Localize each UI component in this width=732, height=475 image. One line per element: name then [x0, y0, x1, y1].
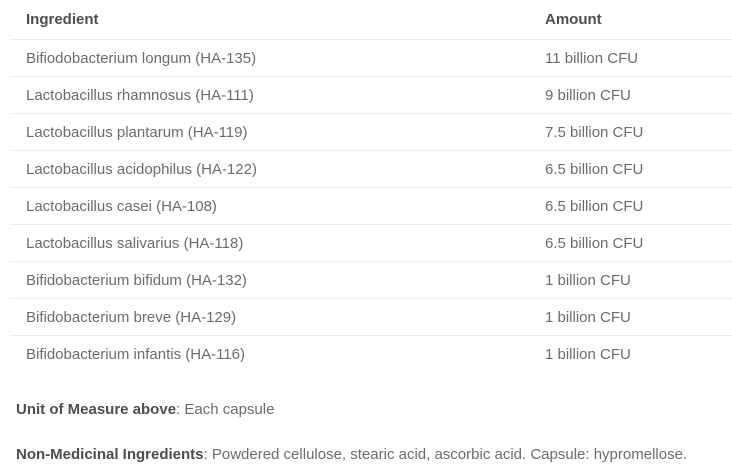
unit-of-measure-label: Unit of Measure above — [16, 401, 177, 418]
ingredient-cell: Lactobacillus rhamnosus (HA-111) — [10, 76, 545, 114]
non-medicinal-ingredients-note: Non-Medicinal Ingredients: Powdered cell… — [16, 444, 732, 466]
ingredient-cell: Bifidobacterium breve (HA-129) — [10, 298, 545, 336]
amount-cell: 6.5 billion CFU — [545, 224, 732, 262]
table-row: Lactobacillus acidophilus (HA-122) 6.5 b… — [10, 150, 732, 188]
amount-cell: 1 billion CFU — [545, 298, 732, 336]
ingredient-cell: Bifidobacterium infantis (HA-116) — [26, 345, 245, 363]
ingredient-cell: Bifiodobacterium longum (HA-135) — [10, 39, 545, 77]
amount-cell: 6.5 billion CFU — [545, 150, 732, 188]
non-medicinal-ingredients-text: : Powdered cellulose, stearic acid, asco… — [203, 445, 688, 463]
amount-cell: 9 billion CFU — [545, 76, 732, 114]
non-medicinal-ingredients-label: Non-Medicinal Ingredients — [16, 445, 204, 463]
table-row: Lactobacillus rhamnosus (HA-111) 9 billi… — [10, 76, 732, 114]
ingredients-table-body: Bifiodobacterium longum (HA-135) 11 bill… — [10, 39, 732, 373]
table-row: Bifidobacterium infantis (HA-116) 1 bill… — [10, 336, 732, 373]
table-row: Lactobacillus plantarum (HA-119) 7.5 bil… — [10, 113, 732, 151]
table-row: Lactobacillus salivarius (HA-118) 6.5 bi… — [10, 224, 732, 262]
amount-cell: 7.5 billion CFU — [545, 113, 732, 151]
table-row: Bifidobacterium bifidum (HA-132) 1 billi… — [10, 261, 732, 299]
amount-cell: 1 billion CFU — [545, 345, 631, 363]
table-row: Lactobacillus casei (HA-108) 6.5 billion… — [10, 187, 732, 225]
ingredient-cell: Lactobacillus plantarum (HA-119) — [10, 113, 545, 151]
amount-cell: 11 billion CFU — [545, 39, 732, 77]
ingredient-cell: Lactobacillus acidophilus (HA-122) — [10, 150, 545, 188]
unit-of-measure-text: : Each capsule — [176, 401, 275, 418]
unit-of-measure-note: Unit of Measure above: Each capsule — [16, 399, 732, 421]
ingredient-cell: Lactobacillus casei (HA-108) — [10, 187, 545, 225]
column-header-amount: Amount — [545, 0, 732, 40]
column-header-ingredient: Ingredient — [10, 0, 545, 40]
ingredient-cell: Bifidobacterium bifidum (HA-132) — [10, 261, 545, 299]
table-row: Bifiodobacterium longum (HA-135) 11 bill… — [10, 39, 732, 77]
table-header-row: Ingredient Amount — [10, 0, 732, 40]
table-row: Bifidobacterium breve (HA-129) 1 billion… — [10, 298, 732, 336]
ingredients-table: Ingredient Amount Bifiodobacterium longu… — [10, 0, 732, 372]
ingredient-cell: Lactobacillus salivarius (HA-118) — [10, 224, 545, 262]
amount-cell: 1 billion CFU — [545, 261, 732, 299]
amount-cell: 6.5 billion CFU — [545, 187, 732, 225]
